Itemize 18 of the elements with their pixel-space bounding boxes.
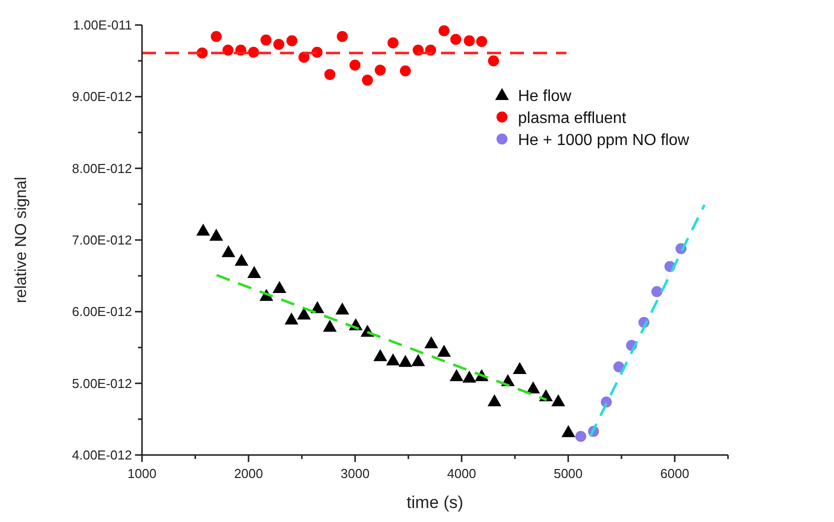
legend-label: He + 1000 ppm NO flow [518, 132, 690, 149]
x-tick-label: 2000 [234, 466, 264, 481]
y-tick-label: 1.00E-011 [72, 18, 132, 32]
legend-label: plasma effluent [518, 110, 627, 127]
y-axis-title: relative NO signal [13, 176, 30, 304]
y-tick-label: 7.00E-012 [72, 232, 132, 248]
y-tick-label: 9.00E-012 [72, 89, 132, 104]
y-tick-label: 6.00E-012 [72, 304, 132, 320]
x-tick-label: 1000 [128, 466, 156, 481]
x-tick-label: 3000 [340, 466, 370, 481]
x-tick-label: 6000 [660, 466, 690, 481]
legend-label: He flow [518, 88, 572, 105]
x-axis-title: time (s) [406, 493, 464, 512]
y-tick-label: 8.00E-012 [72, 160, 132, 176]
x-tick-label: 5000 [554, 466, 583, 481]
x-tick-label: 4000 [447, 466, 476, 481]
y-tick-label: 5.00E-012 [72, 376, 132, 391]
y-tick-label: 4.00E-012 [72, 448, 132, 462]
